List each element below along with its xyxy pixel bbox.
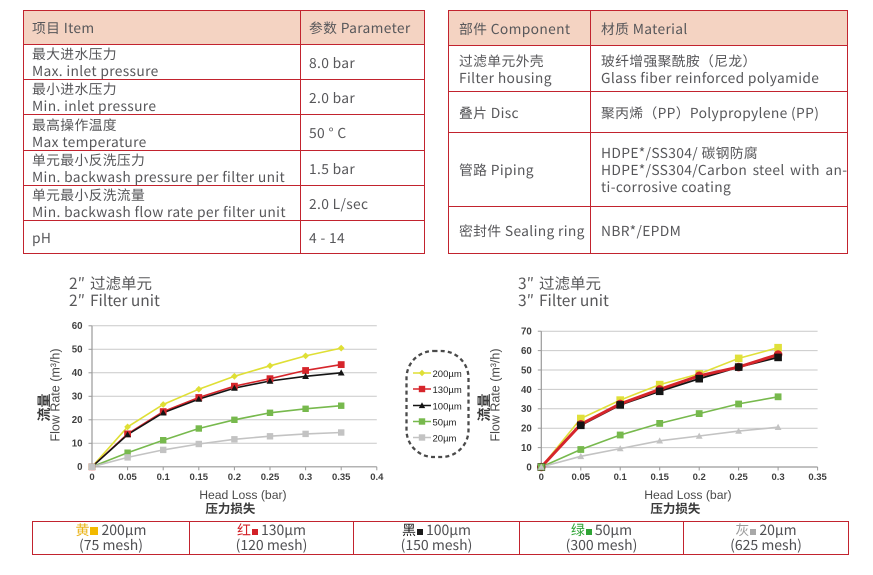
svg-text:0.25: 0.25 [261,472,280,483]
svg-text:0.15: 0.15 [650,472,669,483]
svg-text:0: 0 [526,462,531,473]
svg-text:100µm: 100µm [433,401,462,412]
svg-text:50: 50 [521,365,532,376]
svg-text:0.2: 0.2 [228,472,241,483]
svg-text:50µm: 50µm [433,417,457,428]
svg-text:流量: 流量 [34,394,54,422]
svg-text:0: 0 [77,462,82,473]
svg-text:40: 40 [72,368,83,379]
svg-text:0.05: 0.05 [118,472,137,483]
svg-text:20: 20 [521,424,532,435]
svg-text:Flow Rate (m³/h): Flow Rate (m³/h) [49,348,63,441]
svg-text:过滤单元: 过滤单元 [539,272,601,294]
svg-text:50: 50 [72,345,83,356]
svg-text:2″: 2″ [69,272,85,294]
svg-text:2″: 2″ [69,289,85,311]
svg-text:流量: 流量 [474,394,494,422]
svg-text:0.05: 0.05 [572,472,591,483]
svg-text:0.1: 0.1 [614,472,628,483]
svg-text:压力损失: 压力损失 [205,498,256,517]
svg-text:3″: 3″ [518,289,534,311]
svg-text:0: 0 [539,472,544,483]
svg-text:压力损失: 压力损失 [650,498,701,517]
svg-text:3″: 3″ [518,272,534,294]
svg-text:0: 0 [89,472,94,483]
svg-text:0.2: 0.2 [693,472,706,483]
svg-text:30: 30 [521,404,532,415]
svg-text:30: 30 [72,392,83,403]
svg-text:Head Loss (bar): Head Loss (bar) [644,488,731,502]
svg-text:130µm: 130µm [433,385,462,396]
svg-text:0.1: 0.1 [157,472,171,483]
svg-text:20µm: 20µm [433,433,457,444]
svg-text:40: 40 [521,385,532,396]
svg-text:0.15: 0.15 [190,472,209,483]
svg-text:过滤单元: 过滤单元 [90,272,152,294]
svg-text:10: 10 [72,439,83,450]
svg-text:0.4: 0.4 [370,472,384,483]
svg-text:0.3: 0.3 [771,472,784,483]
svg-text:60: 60 [521,346,532,357]
svg-text:70: 70 [521,327,532,338]
svg-text:10: 10 [521,443,532,454]
svg-text:0.35: 0.35 [332,472,351,483]
svg-text:0.25: 0.25 [729,472,748,483]
svg-text:Filter unit: Filter unit [90,289,160,311]
svg-text:Head Loss (bar): Head Loss (bar) [199,488,286,502]
svg-text:Filter unit: Filter unit [539,289,609,311]
svg-text:0.3: 0.3 [299,472,312,483]
svg-text:200µm: 200µm [433,369,462,380]
svg-text:0.35: 0.35 [808,472,827,483]
svg-text:20: 20 [72,415,83,426]
svg-text:60: 60 [72,321,83,332]
svg-text:Flow Rate (m³/h): Flow Rate (m³/h) [489,348,503,441]
